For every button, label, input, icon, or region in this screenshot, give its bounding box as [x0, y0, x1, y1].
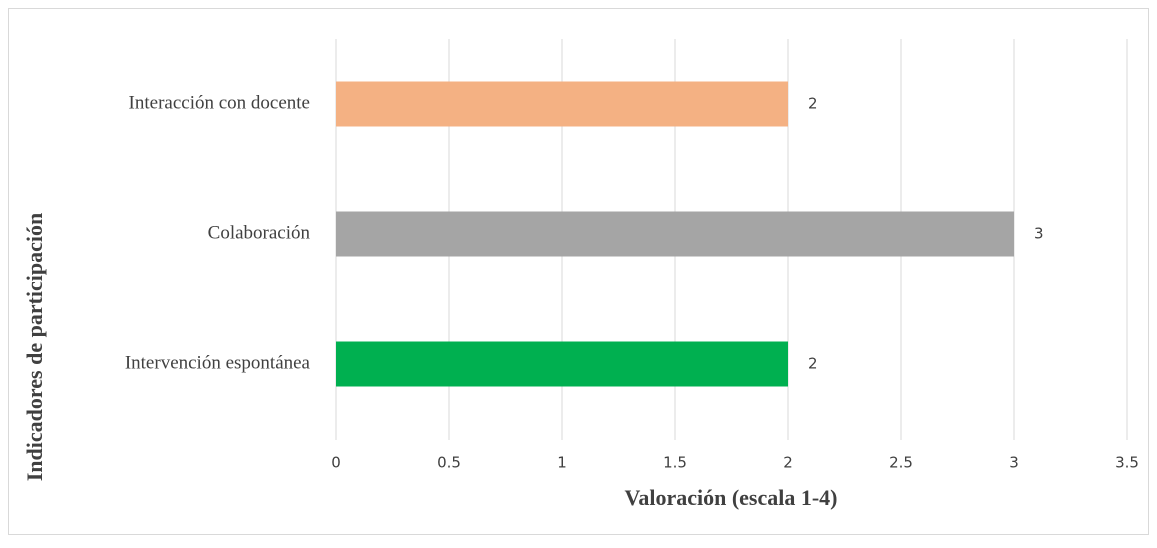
- value-label: 2: [808, 95, 818, 113]
- y-axis-title: Indicadores de participación: [22, 213, 47, 482]
- value-label: 2: [808, 355, 818, 373]
- y-tick-label: Interacción con docente: [129, 92, 310, 113]
- bar: [336, 211, 1014, 257]
- bar: [336, 81, 788, 127]
- y-tick-label: Colaboración: [208, 222, 311, 243]
- x-tick-label: 3.5: [1115, 454, 1139, 472]
- x-tick-label: 2.5: [889, 454, 913, 472]
- x-tick-label: 0: [331, 454, 341, 472]
- bar: [336, 341, 788, 387]
- x-tick-label: 1: [557, 454, 567, 472]
- value-label: 3: [1034, 225, 1044, 243]
- x-tick-label: 0.5: [437, 454, 461, 472]
- x-tick-label: 1.5: [663, 454, 687, 472]
- x-tick-label: 2: [783, 454, 793, 472]
- x-axis-title: Valoración (escala 1-4): [624, 485, 837, 510]
- x-tick-label: 3: [1009, 454, 1019, 472]
- y-tick-label: Intervención espontánea: [125, 352, 311, 373]
